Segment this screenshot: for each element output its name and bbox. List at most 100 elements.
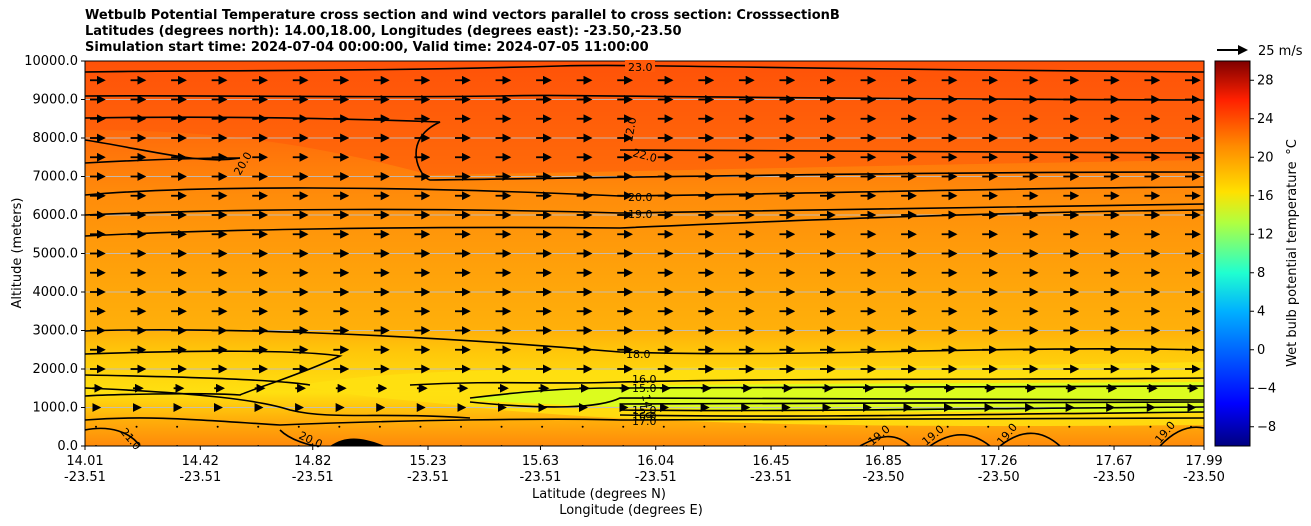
- wind-vector: [1108, 425, 1111, 428]
- wind-vector: [784, 425, 787, 428]
- wind-vector: [419, 425, 422, 428]
- y-tick-label: 2000.0: [33, 362, 79, 377]
- wind-vector: [946, 425, 949, 428]
- x-tick-label-lon: -23.50: [863, 470, 905, 485]
- contour-label: 18.0: [626, 348, 651, 361]
- contour-label: 19.0: [628, 208, 653, 221]
- x-tick-label-lon: -23.51: [292, 470, 334, 485]
- colorbar-tick-label: 4: [1257, 304, 1265, 319]
- x-tick-label-lon: -23.50: [1183, 470, 1225, 485]
- wind-vector: [297, 425, 300, 428]
- wind-key-label: 25 m/s: [1258, 44, 1303, 59]
- colorbar-tick-label: 0: [1257, 343, 1265, 358]
- x-tick-label-lon: -23.51: [179, 470, 221, 485]
- contour-label: 16.0: [632, 410, 657, 423]
- x-tick-label-lon: -23.50: [1093, 470, 1135, 485]
- y-tick-label: 4000.0: [33, 285, 79, 300]
- x-tick-label-lat: 17.26: [980, 454, 1017, 469]
- y-tick-label: 1000.0: [33, 401, 79, 416]
- contour-label: 15.0: [632, 404, 657, 417]
- wind-vector: [581, 425, 584, 428]
- wind-vector: [906, 425, 909, 428]
- warm-upper-region: [85, 61, 1204, 175]
- wind-vector: [176, 425, 179, 428]
- x-tick-label-lat: 17.99: [1185, 454, 1222, 469]
- x-axis-label-latitude: Latitude (degrees N): [532, 487, 666, 502]
- wind-vector: [743, 425, 746, 428]
- x-tick-label-lat: 14.01: [66, 454, 103, 469]
- wind-vector: [460, 425, 462, 428]
- x-axis: 14.01-23.5114.42-23.5114.82-23.5115.23-2…: [64, 446, 1225, 485]
- y-tick-label: 0.0: [57, 439, 78, 454]
- colorbar-tick-label: 20: [1257, 150, 1274, 165]
- wind-vector: [1190, 425, 1192, 428]
- wind-vectors: [90, 75, 1201, 446]
- contour-label: 15.0: [632, 382, 657, 395]
- wind-vector: [1149, 425, 1152, 428]
- x-tick-label-lon: -23.51: [635, 470, 677, 485]
- y-tick-label: 3000.0: [33, 324, 79, 339]
- title-line-1: Wetbulb Potential Temperature cross sect…: [85, 8, 840, 23]
- wind-vector: [338, 425, 341, 428]
- colorbar-tick-label: −8: [1257, 420, 1276, 435]
- colorbar-tick-label: 28: [1257, 73, 1274, 88]
- contour-label: 16.0: [632, 373, 657, 386]
- x-tick-label-lat: 14.42: [182, 454, 219, 469]
- colorbar-tick-label: −4: [1257, 381, 1276, 396]
- contour-label: 17.0: [632, 415, 657, 428]
- x-tick-label-lon: -23.51: [407, 470, 449, 485]
- x-tick-label-lon: -23.51: [750, 470, 792, 485]
- contour-label: 23.0: [628, 61, 653, 74]
- colorbar-ticks: −8 −4 0 4 8 12 16 20 24 28: [1250, 73, 1276, 435]
- wind-vector: [216, 425, 219, 428]
- colorbar-label: Wet bulb potential temperature °C: [1285, 139, 1300, 367]
- x-tick-label-lat: 15.23: [409, 454, 446, 469]
- plot-area: [85, 61, 1204, 446]
- y-tick-label: 7000.0: [33, 170, 79, 185]
- x-tick-label-lon: -23.50: [978, 470, 1020, 485]
- wind-vector: [257, 425, 260, 428]
- x-axis-label-longitude: Longitude (degrees E): [559, 503, 703, 518]
- wind-vector: [703, 425, 706, 428]
- x-tick-label-lat: 16.85: [865, 454, 902, 469]
- wind-vector: [825, 425, 827, 428]
- x-tick-label-lon: -23.51: [64, 470, 106, 485]
- chart-title: Wetbulb Potential Temperature cross sect…: [85, 8, 840, 56]
- y-tick-label: 10000.0: [24, 54, 78, 69]
- wind-vector: [987, 425, 990, 428]
- contour-label: 20.0: [628, 191, 653, 204]
- wind-vector: [662, 425, 665, 428]
- y-tick-label: 5000.0: [33, 247, 79, 262]
- y-tick-label: 9000.0: [33, 93, 79, 108]
- wind-vector: [95, 425, 97, 428]
- x-tick-label-lat: 17.67: [1095, 454, 1132, 469]
- x-tick-label-lat: 16.45: [752, 454, 789, 469]
- colorbar-tick-label: 16: [1257, 189, 1274, 204]
- wind-vector: [378, 425, 381, 428]
- wind-vector: [1027, 425, 1030, 428]
- y-axis: 0.0 1000.0 2000.0 3000.0 4000.0 5000.0 6000.0 7…: [24, 54, 85, 454]
- title-line-3: Simulation start time: 2024-07-04 00:00:…: [85, 40, 649, 55]
- x-tick-label-lat: 16.04: [637, 454, 674, 469]
- x-tick-label-lon: -23.51: [520, 470, 562, 485]
- title-line-2: Latitudes (degrees north): 14.00,18.00, …: [85, 24, 682, 39]
- y-axis-label: Altitude (meters): [10, 198, 25, 309]
- wind-vector: [865, 425, 868, 428]
- contour-label: 22.0: [622, 116, 639, 142]
- y-tick-label: 8000.0: [33, 131, 79, 146]
- colorbar-tick-label: 24: [1257, 112, 1274, 127]
- contour-label: 14.0: [639, 393, 656, 419]
- terrain: [330, 438, 385, 446]
- wind-vector: [622, 425, 625, 428]
- colorbar-tick-label: 12: [1257, 227, 1274, 242]
- wind-vector: [1068, 425, 1071, 428]
- colorbar-tick-label: 8: [1257, 266, 1265, 281]
- wind-vector: [500, 425, 503, 428]
- wind-vector: [541, 425, 544, 428]
- wind-vector: [135, 425, 138, 428]
- x-tick-label-lat: 14.82: [294, 454, 331, 469]
- y-tick-label: 6000.0: [33, 208, 79, 223]
- colorbar: [1214, 60, 1251, 447]
- x-tick-label-lat: 15.63: [522, 454, 559, 469]
